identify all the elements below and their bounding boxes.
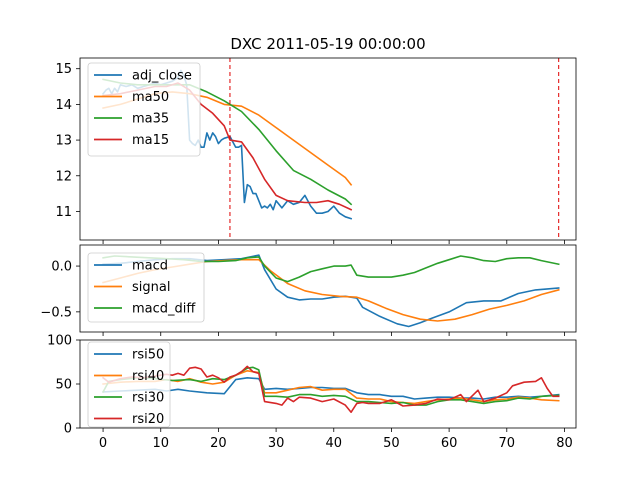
legend-label-macd: macd [132, 259, 168, 274]
panel-1: 11 12 13 14 15 adj_close ma50 ma35 ma15 [55, 57, 577, 244]
legend-label-ma50: ma50 [132, 90, 169, 105]
y-tick-label: 14 [55, 98, 72, 113]
y-tick-label: 13 [55, 134, 72, 149]
axes-frame [79, 57, 577, 241]
panels: 11 12 13 14 15 adj_close ma50 ma35 ma15 0.0 −0.5 ma… [40, 57, 577, 451]
series-line-rsi20 [101, 365, 560, 413]
chart-title: DXC 2011-05-19 00:00:00 [230, 35, 425, 53]
legend-label-ma35: ma35 [132, 112, 169, 127]
legend-label-rsi20: rsi20 [132, 412, 164, 427]
x-tick-label: 30 [268, 436, 285, 451]
legend-frame [87, 62, 201, 157]
y-tick-label: 0.0 [51, 260, 72, 275]
legend-label-ma15: ma15 [132, 133, 169, 148]
x-tick-label: 0 [99, 436, 107, 451]
legend: rsi50 rsi40 rsi30 rsi20 [87, 341, 171, 428]
y-tick-label: 12 [55, 169, 72, 184]
y-tick-label: 50 [55, 378, 72, 393]
x-tick-label: 70 [499, 436, 516, 451]
y-tick-label: 100 [47, 334, 72, 349]
y-tick-label: −0.5 [40, 305, 72, 320]
legend: adj_close ma50 ma35 ma15 [87, 62, 201, 157]
axes-frame [79, 244, 577, 333]
y-tick-label: 11 [55, 205, 72, 220]
legend-label-macd_diff: macd_diff [132, 302, 196, 317]
x-tick-label: 60 [441, 436, 458, 451]
x-tick-label: 20 [210, 436, 227, 451]
y-tick-label: 0 [64, 422, 72, 437]
legend-label-rsi50: rsi50 [132, 348, 164, 363]
legend-label-rsi40: rsi40 [132, 369, 164, 384]
x-tick-label: 50 [383, 436, 400, 451]
x-tick-label: 80 [556, 436, 573, 451]
legend-frame [87, 341, 171, 428]
legend-label-adj_close: adj_close [132, 69, 192, 84]
legend-label-rsi30: rsi30 [132, 391, 164, 406]
y-tick-label: 15 [55, 62, 72, 77]
x-tick-label: 40 [325, 436, 342, 451]
legend: macd signal macd_diff [87, 252, 205, 323]
series-line-rsi30 [102, 366, 560, 406]
legend-frame [87, 252, 205, 323]
x-tick-label: 10 [152, 436, 169, 451]
panel-2: 0.0 −0.5 macd signal macd_diff [40, 244, 577, 336]
legend-label-signal: signal [132, 280, 170, 295]
